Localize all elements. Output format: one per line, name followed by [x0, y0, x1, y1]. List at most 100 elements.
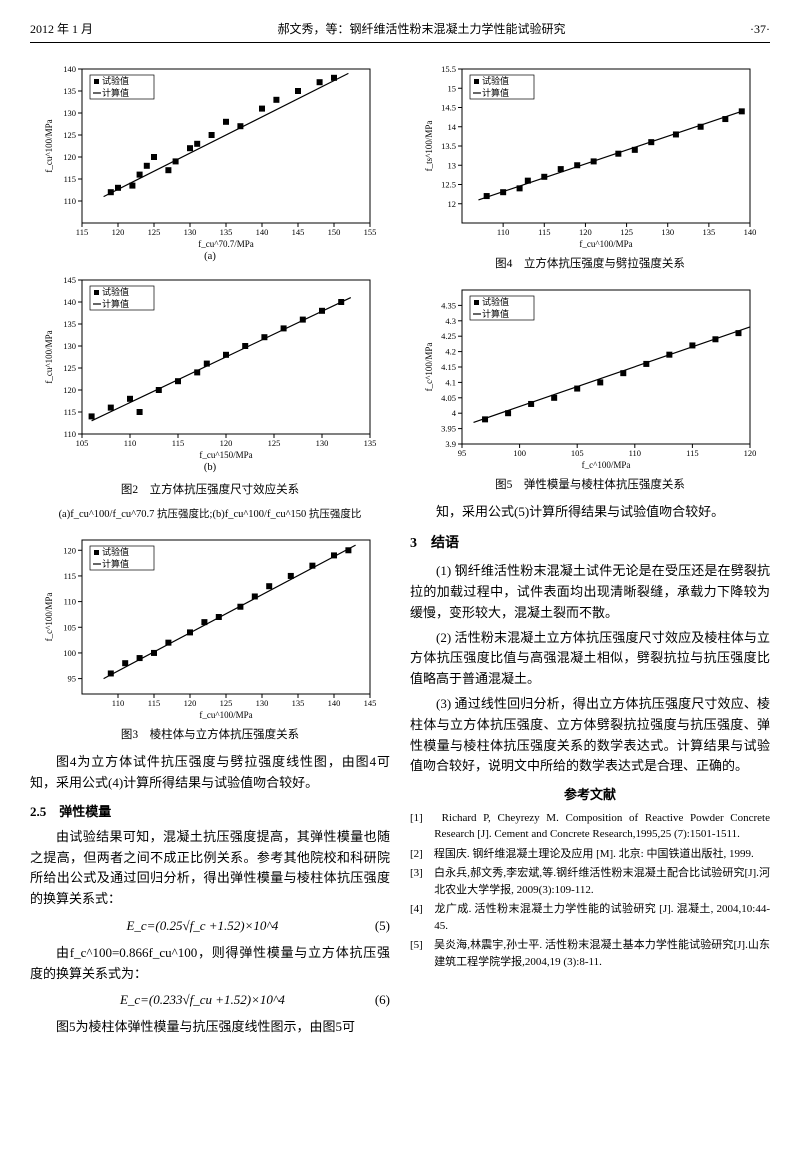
- svg-text:试验值: 试验值: [102, 546, 129, 557]
- right-column: 1101151201251301351401212.51313.51414.51…: [410, 55, 770, 1042]
- svg-text:125: 125: [63, 363, 76, 373]
- svg-text:140: 140: [328, 698, 341, 708]
- svg-text:3.95: 3.95: [441, 423, 456, 433]
- equation-5: E_c=(0.25√f_c +1.52)×10^4 (5): [30, 916, 390, 937]
- svg-text:130: 130: [661, 227, 674, 237]
- svg-text:145: 145: [292, 227, 305, 237]
- svg-text:130: 130: [63, 108, 76, 118]
- svg-text:4.35: 4.35: [441, 300, 456, 310]
- svg-text:f_cu^100/MPa: f_cu^100/MPa: [199, 710, 252, 720]
- svg-text:120: 120: [744, 448, 757, 458]
- svg-text:4.2: 4.2: [445, 346, 456, 356]
- para-c3: (3) 通过线性回归分析，得出立方体抗压强度尺寸效应、棱柱体与立方体抗压强度、立…: [410, 694, 770, 777]
- two-column-layout: 115 120 125 130 135 140 145 150 155 110 115 120 125 1…: [30, 55, 770, 1042]
- eq6-body: E_c=(0.233√f_cu +1.52)×10^4: [120, 992, 285, 1007]
- section-3-title: 3 结语: [410, 533, 770, 555]
- svg-text:3.9: 3.9: [445, 439, 456, 449]
- svg-text:15: 15: [448, 83, 457, 93]
- ref-item: [4] 龙广成. 活性粉末混凝土力学性能的试验研究 [J]. 混凝土, 2004…: [410, 901, 770, 934]
- svg-text:120: 120: [112, 227, 125, 237]
- svg-text:f_cu^100/MPa: f_cu^100/MPa: [44, 120, 54, 173]
- caption-fig2: 图2 立方体抗压强度尺寸效应关系: [30, 481, 390, 499]
- svg-text:100: 100: [63, 648, 76, 658]
- svg-text:120: 120: [63, 385, 76, 395]
- svg-text:14: 14: [448, 122, 457, 132]
- page-header: 2012 年 1 月 郝文秀，等：钢纤维活性粉末混凝土力学性能试验研究 ·37·: [30, 20, 770, 43]
- para-c2: (2) 活性粉末混凝土立方体抗压强度尺寸效应及棱柱体与立方体抗压强度比值与高强混…: [410, 628, 770, 690]
- chart-3: 1101151201251301351401459510010511011512…: [30, 532, 390, 722]
- svg-text:130: 130: [316, 438, 329, 448]
- svg-text:115: 115: [538, 227, 550, 237]
- svg-text:155: 155: [364, 227, 377, 237]
- svg-text:120: 120: [579, 227, 592, 237]
- ref-item: [1] Richard P, Cheyrezy M. Composition o…: [410, 810, 770, 843]
- svg-text:125: 125: [148, 227, 161, 237]
- caption-fig2-sub: (a)f_cu^100/f_cu^70.7 抗压强度比;(b)f_cu^100/…: [30, 507, 390, 524]
- svg-text:13.5: 13.5: [441, 141, 456, 151]
- eq5-num: (5): [375, 916, 390, 937]
- svg-text:110: 110: [629, 448, 641, 458]
- equation-6: E_c=(0.233√f_cu +1.52)×10^4 (6): [30, 990, 390, 1011]
- svg-text:试验值: 试验值: [482, 296, 509, 307]
- svg-text:95: 95: [68, 674, 77, 684]
- svg-text:计算值: 计算值: [102, 298, 129, 309]
- header-right: ·37·: [750, 20, 770, 39]
- svg-text:105: 105: [63, 622, 76, 632]
- svg-text:140: 140: [256, 227, 269, 237]
- ref-item: [2] 程国庆. 钢纤维混凝土理论及应用 [M]. 北京: 中国铁道出版社, 1…: [410, 846, 770, 863]
- svg-text:110: 110: [497, 227, 509, 237]
- svg-text:125: 125: [268, 438, 281, 448]
- svg-text:12: 12: [448, 199, 457, 209]
- refs-list: [1] Richard P, Cheyrezy M. Composition o…: [410, 810, 770, 971]
- svg-text:130: 130: [256, 698, 269, 708]
- para-fig4-intro: 图4为立方体试件抗压强度与劈拉强度线性图，由图4可知，采用公式(4)计算所得结果…: [30, 752, 390, 794]
- chart-4: 1101151201251301351401212.51313.51414.51…: [410, 61, 770, 251]
- svg-text:150: 150: [328, 227, 341, 237]
- svg-text:120: 120: [63, 152, 76, 162]
- caption-fig4: 图4 立方体抗压强度与劈拉强度关系: [410, 255, 770, 273]
- svg-text:4.1: 4.1: [445, 377, 456, 387]
- svg-text:试验值: 试验值: [102, 286, 129, 297]
- header-center: 郝文秀，等：钢纤维活性粉末混凝土力学性能试验研究: [278, 20, 566, 39]
- svg-text:140: 140: [744, 227, 757, 237]
- para-25c: 图5为棱柱体弹性模量与抗压强度线性图示，由图5可: [30, 1017, 390, 1038]
- svg-text:115: 115: [64, 174, 76, 184]
- svg-text:110: 110: [112, 698, 124, 708]
- svg-text:130: 130: [184, 227, 197, 237]
- caption-fig3: 图3 棱柱体与立方体抗压强度关系: [30, 726, 390, 744]
- svg-text:f_cu^70.7/MPa: f_cu^70.7/MPa: [198, 239, 253, 249]
- svg-text:计算值: 计算值: [102, 558, 129, 569]
- para-c1: (1) 钢纤维活性粉末混凝土试件无论是在受压还是在劈裂抗拉的加载过程中，试件表面…: [410, 561, 770, 623]
- svg-text:14.5: 14.5: [441, 103, 456, 113]
- svg-text:110: 110: [124, 438, 136, 448]
- svg-text:f_c^100/MPa: f_c^100/MPa: [424, 342, 434, 391]
- para-25a: 由试验结果可知，混凝土抗压强度提高，其弹性模量也随之提高，但两者之间不成正比例关…: [30, 827, 390, 910]
- svg-text:135: 135: [292, 698, 305, 708]
- svg-text:计算值: 计算值: [102, 87, 129, 98]
- svg-text:计算值: 计算值: [482, 308, 509, 319]
- chart-2b: 1051101151201251301351101151201251301351…: [30, 272, 390, 477]
- svg-text:计算值: 计算值: [482, 87, 509, 98]
- svg-text:120: 120: [63, 545, 76, 555]
- svg-text:试验值: 试验值: [482, 75, 509, 86]
- svg-text:4.25: 4.25: [441, 331, 456, 341]
- svg-text:115: 115: [172, 438, 184, 448]
- eq6-num: (6): [375, 990, 390, 1011]
- svg-text:f_c^100/MPa: f_c^100/MPa: [582, 460, 631, 470]
- svg-text:120: 120: [220, 438, 233, 448]
- svg-text:f_ts^100/MPa: f_ts^100/MPa: [424, 121, 434, 172]
- svg-text:4.3: 4.3: [445, 315, 456, 325]
- svg-text:115: 115: [686, 448, 698, 458]
- ref-item: [5] 吴炎海,林震宇,孙士平. 活性粉末混凝土基本力学性能试验研究[J].山东…: [410, 937, 770, 970]
- svg-text:115: 115: [148, 698, 160, 708]
- ref-item: [3] 白永兵,郝文秀,李宏斌,等.钢纤维活性粉末混凝土配合比试验研究[J].河…: [410, 865, 770, 898]
- svg-text:f_cu^100/MPa: f_cu^100/MPa: [579, 239, 632, 249]
- refs-title: 参考文献: [410, 785, 770, 806]
- svg-text:145: 145: [63, 275, 76, 285]
- svg-text:110: 110: [64, 429, 76, 439]
- svg-text:115: 115: [64, 407, 76, 417]
- chart-5: 951001051101151203.93.9544.054.14.154.24…: [410, 282, 770, 472]
- svg-text:145: 145: [364, 698, 377, 708]
- svg-text:4.05: 4.05: [441, 392, 456, 402]
- svg-text:140: 140: [63, 64, 76, 74]
